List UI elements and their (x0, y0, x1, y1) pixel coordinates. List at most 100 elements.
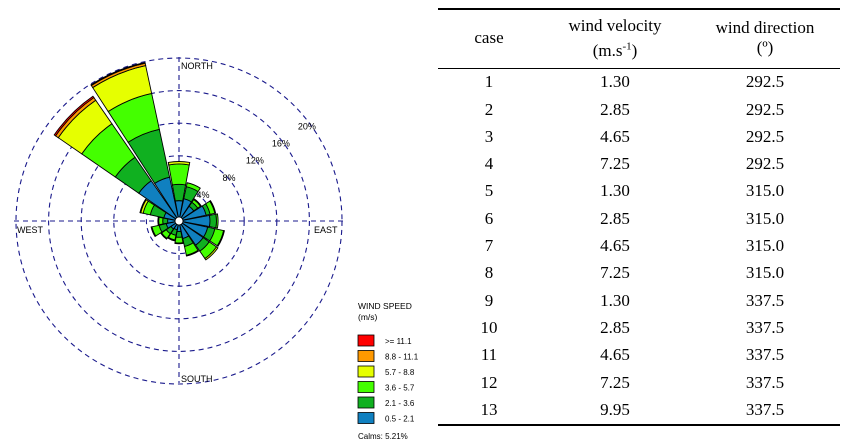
table-row: 8 7.25 315.0 (438, 260, 840, 287)
sector-202.5-band-3 (167, 236, 176, 242)
legend-swatch (357, 396, 375, 409)
calm-center (174, 216, 184, 226)
table-row: 6 2.85 315.0 (438, 205, 840, 232)
table-header-row: case wind velocity (m.s-1) wind directio… (438, 7, 840, 69)
header-case: case (438, 7, 540, 69)
legend: WIND SPEED (m/s) >= 11.1 8.8 - 11.1 5.7 - … (357, 301, 419, 441)
sector-225-band-3 (160, 232, 168, 240)
legend-label: 8.8 - 11.1 (385, 353, 419, 362)
table-row: 1 1.30 292.5 (438, 68, 840, 96)
cell-velocity: 7.25 (600, 263, 630, 283)
header-velocity-unit: (m.s-1) (592, 40, 638, 60)
header-direction-unit: (º) (756, 38, 774, 58)
legend-label: 2.1 - 3.6 (385, 399, 415, 408)
cell-direction: 292.5 (745, 154, 785, 174)
sector-90-band-1 (208, 213, 217, 229)
cell-direction: 337.5 (745, 372, 785, 392)
cell-velocity: 2.85 (600, 317, 630, 337)
header-wind-direction: wind direction (º) (690, 7, 840, 69)
header-wind-velocity: wind velocity (m.s-1) (540, 7, 690, 69)
cell-velocity: 1.30 (600, 181, 630, 201)
sector-270-band-2 (158, 216, 164, 226)
legend-swatch (357, 381, 375, 393)
legend-label: >= 11.1 (385, 337, 412, 346)
cell-case: 8 (484, 263, 494, 283)
cell-velocity: 2.85 (600, 99, 630, 119)
ring-16pct (48, 90, 310, 352)
direction-labels: NORTH SOUTH WEST EAST (17, 61, 338, 384)
ring-label-16pct: 16% (272, 139, 290, 149)
cell-direction: 337.5 (745, 290, 785, 310)
cell-case: 4 (484, 154, 494, 174)
sector-270-band-1 (162, 217, 169, 225)
legend-label: 3.6 - 5.7 (385, 384, 415, 393)
cell-direction: 315.0 (745, 181, 785, 201)
cell-velocity: 1.30 (600, 72, 630, 92)
label-east: EAST (314, 225, 338, 235)
cell-velocity: 1.30 (600, 290, 630, 310)
sector-247.5-band-3 (150, 226, 157, 238)
wind-rose-chart: 4% 8% 12% 16% 20% NORTH SOUTH WEST EAST WIND… (14, 57, 419, 441)
sector-157.5-band-3 (185, 249, 200, 257)
table-row: 7 4.65 315.0 (438, 232, 840, 259)
cell-case: 2 (484, 99, 494, 119)
legend-swatch (357, 412, 375, 424)
cell-velocity: 9.95 (540, 396, 690, 426)
cell-case: 12 (480, 372, 498, 392)
sector-67.5-band-3 (209, 200, 217, 214)
sector-135-band-3 (204, 246, 219, 261)
ring-label-12pct: 12% (246, 156, 264, 166)
legend-label: 5.7 - 8.8 (385, 368, 415, 377)
ring-label-4pct: 4% (196, 190, 209, 200)
legend-units: (m/s) (358, 312, 378, 322)
cell-direction: 315.0 (745, 236, 785, 256)
sector-22.5-band-2 (185, 182, 201, 193)
ring-label-8pct: 8% (222, 173, 235, 183)
ring-labels: 4% 8% 12% 16% 20% (196, 121, 315, 199)
cell-case: 6 (484, 208, 494, 228)
table-row: 3 4.65 292.5 (438, 123, 840, 150)
sector-180-band-3 (174, 242, 184, 245)
table-row: 2 2.85 292.5 (438, 96, 840, 123)
header-direction-title: wind direction (715, 18, 815, 38)
sector-112.5-band-3 (216, 230, 225, 247)
cell-direction: 337.5 (745, 345, 785, 365)
wind-sectors (53, 61, 225, 261)
legend-swatch (357, 334, 375, 347)
header-velocity-title: wind velocity (568, 16, 662, 35)
cell-direction: 315.0 (745, 208, 785, 228)
legend-title: WIND SPEED (358, 301, 412, 311)
cell-direction: 337.5 (690, 396, 840, 426)
cell-direction: 315.0 (745, 263, 785, 283)
table-row: 13 9.95 337.5 (438, 396, 840, 426)
cell-velocity: 4.65 (600, 345, 630, 365)
label-west: WEST (17, 225, 44, 235)
legend-swatch (357, 350, 375, 362)
legend-swatch (357, 365, 375, 378)
table-row: 5 1.30 315.0 (438, 178, 840, 205)
sector-270-band-3 (157, 216, 160, 226)
sector-0-band-3 (167, 161, 191, 166)
cell-direction: 292.5 (745, 99, 785, 119)
cell-case: 10 (480, 317, 498, 337)
cell-velocity: 7.25 (600, 154, 630, 174)
label-south: SOUTH (181, 374, 213, 384)
cell-case: 1 (484, 72, 494, 92)
cell-velocity: 7.25 (600, 372, 630, 392)
table-row: 12 7.25 337.5 (438, 369, 840, 396)
cell-case: 13 (438, 396, 540, 426)
cell-case: 7 (484, 236, 494, 256)
sector-180-band-2 (174, 236, 184, 244)
cell-case: 3 (484, 126, 494, 146)
cell-velocity: 4.65 (600, 126, 630, 146)
cell-velocity: 2.85 (600, 208, 630, 228)
wind-cases-table-container: case wind velocity (m.s-1) wind directio… (438, 7, 840, 426)
cell-direction: 292.5 (745, 126, 785, 146)
cell-velocity: 4.65 (600, 236, 630, 256)
legend-label: 0.5 - 2.1 (385, 415, 415, 424)
sector-337.5-band-5 (90, 61, 146, 87)
wind-cases-table: case wind velocity (m.s-1) wind directio… (438, 7, 840, 426)
legend-calms: Calms: 5.21% (358, 432, 408, 441)
cell-direction: 292.5 (745, 72, 785, 92)
table-row: 10 2.85 337.5 (438, 314, 840, 341)
